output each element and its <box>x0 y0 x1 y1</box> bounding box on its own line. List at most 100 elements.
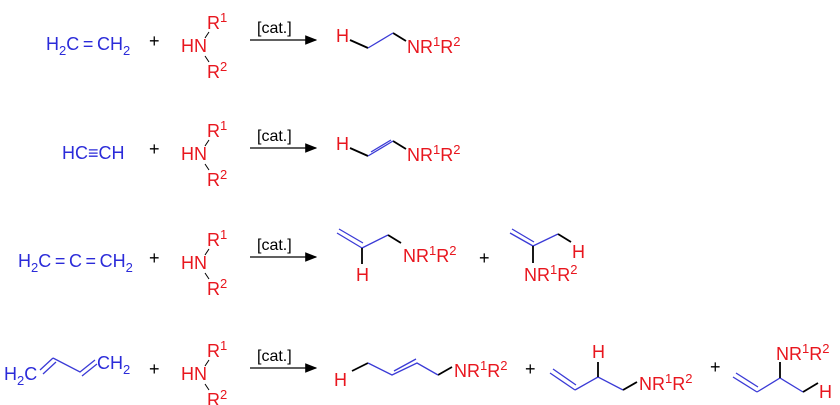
amine-group-label: NR1R2 <box>454 358 507 381</box>
product-ethylamine: H NR1R2 <box>336 26 460 57</box>
reaction-row-3: + R1 HN R2 [cat.] <box>149 227 318 299</box>
formula-text: NR <box>403 246 429 266</box>
formula-text: R <box>440 37 453 57</box>
subscript: 2 <box>31 260 38 275</box>
amine-group-label: NR1R2 <box>407 34 460 57</box>
amine-reactant: R1 HN R2 <box>181 118 227 190</box>
formula-text: R <box>557 265 570 285</box>
superscript: 1 <box>550 262 557 277</box>
amine-group-label: NR1R2 <box>776 341 829 364</box>
formula-text: R <box>207 170 220 190</box>
amine-r1: R1 <box>207 118 227 141</box>
product-linear-butenylamine: H NR1R2 <box>334 358 507 390</box>
formula-text: R <box>440 145 453 165</box>
formula-text: R <box>207 62 220 82</box>
formula-text: H <box>4 364 17 384</box>
hydrogen-label: H <box>572 242 585 262</box>
formula-text: R <box>487 361 500 381</box>
catalyst-label: [cat.] <box>257 20 292 37</box>
butadiene-h2c: H2C <box>4 364 37 388</box>
superscript: 2 <box>685 371 692 386</box>
butadiene-ch2: CH2 <box>97 353 130 377</box>
superscript: 1 <box>480 358 487 373</box>
product-branched-butenylamine-1: H NR1R2 <box>549 342 692 394</box>
amine-hn: HN <box>181 36 207 56</box>
superscript: 2 <box>822 341 829 356</box>
amine-r2: R2 <box>207 387 227 405</box>
subscript: 2 <box>123 362 130 377</box>
reactant-allene: H2C = C = CH2 <box>18 251 133 275</box>
amine-hn: HN <box>181 144 207 164</box>
superscript: 1 <box>220 338 227 353</box>
formula-text: HN <box>181 253 207 273</box>
amine-group-label: NR1R2 <box>524 262 577 285</box>
formula-text: R <box>207 279 220 299</box>
amine-hn: HN <box>181 364 207 384</box>
plus-sign: + <box>149 359 160 379</box>
formula-text: NR <box>407 37 433 57</box>
formula-text: R <box>672 374 685 394</box>
formula-text: HN <box>181 364 207 384</box>
product-enamine: H NR1R2 <box>336 134 460 165</box>
formula-text: NR <box>407 145 433 165</box>
amine-r2: R2 <box>207 276 227 299</box>
superscript: 2 <box>453 142 460 157</box>
amine-reactant: R1 HN R2 <box>181 338 227 405</box>
formula-text: C = CH <box>66 34 123 54</box>
formula-text: R <box>207 121 220 141</box>
formula-text: NR <box>639 374 665 394</box>
formula-text: H <box>18 251 31 271</box>
reaction-row-2: + R1 HN R2 [cat.] <box>149 118 318 190</box>
formula-text: R <box>207 13 220 33</box>
subscript: 2 <box>126 260 133 275</box>
product-allylamine: H NR1R2 <box>336 228 456 285</box>
formula-text: H <box>46 34 59 54</box>
superscript: 2 <box>570 262 577 277</box>
superscript: 1 <box>220 227 227 242</box>
formula-text: NR <box>454 361 480 381</box>
superscript: 1 <box>433 34 440 49</box>
formula-text: R <box>436 246 449 266</box>
reactant-acetylene: HC≡CH <box>62 143 125 163</box>
hydrogen-label: H <box>334 370 347 390</box>
amine-r2: R2 <box>207 167 227 190</box>
formula-text: HN <box>181 144 207 164</box>
formula-text: R <box>207 341 220 361</box>
amine-reactant: R1 HN R2 <box>181 10 227 82</box>
formula-text: NR <box>524 265 550 285</box>
superscript: 2 <box>220 59 227 74</box>
formula-text: HC≡CH <box>62 143 125 163</box>
hydrogen-label: H <box>336 26 349 46</box>
amine-group-label: NR1R2 <box>407 142 460 165</box>
superscript: 2 <box>220 387 227 402</box>
formula-text: NR <box>776 344 802 364</box>
reactant-ethylene: H2C = CH2 <box>46 34 130 58</box>
superscript: 2 <box>220 276 227 291</box>
superscript: 1 <box>220 118 227 133</box>
amine-r1: R1 <box>207 338 227 361</box>
plus-sign: + <box>149 248 160 268</box>
amine-reactant: R1 HN R2 <box>181 227 227 299</box>
amine-r1: R1 <box>207 227 227 250</box>
amine-group-label: NR1R2 <box>403 243 456 266</box>
product-branched-butenylamine-2: NR1R2 H <box>732 341 832 402</box>
amine-group-label: NR1R2 <box>639 371 692 394</box>
plus-sign: + <box>710 357 721 377</box>
formula-text: C = C = CH <box>38 251 125 271</box>
amine-r2: R2 <box>207 59 227 82</box>
subscript: 2 <box>59 43 66 58</box>
superscript: 1 <box>802 341 809 356</box>
formula-text: CH <box>97 353 123 373</box>
plus-sign: + <box>479 248 490 268</box>
formula-text: R <box>207 390 220 405</box>
plus-sign: + <box>149 31 160 51</box>
reaction-row-1: + R1 HN R2 [cat.] <box>149 10 318 82</box>
superscript: 2 <box>449 243 456 258</box>
superscript: 2 <box>220 167 227 182</box>
plus-sign: + <box>525 359 536 379</box>
superscript: 1 <box>220 10 227 25</box>
plus-sign: + <box>149 139 160 159</box>
superscript: 2 <box>500 358 507 373</box>
formula-text: R <box>809 344 822 364</box>
amine-hn: HN <box>181 253 207 273</box>
